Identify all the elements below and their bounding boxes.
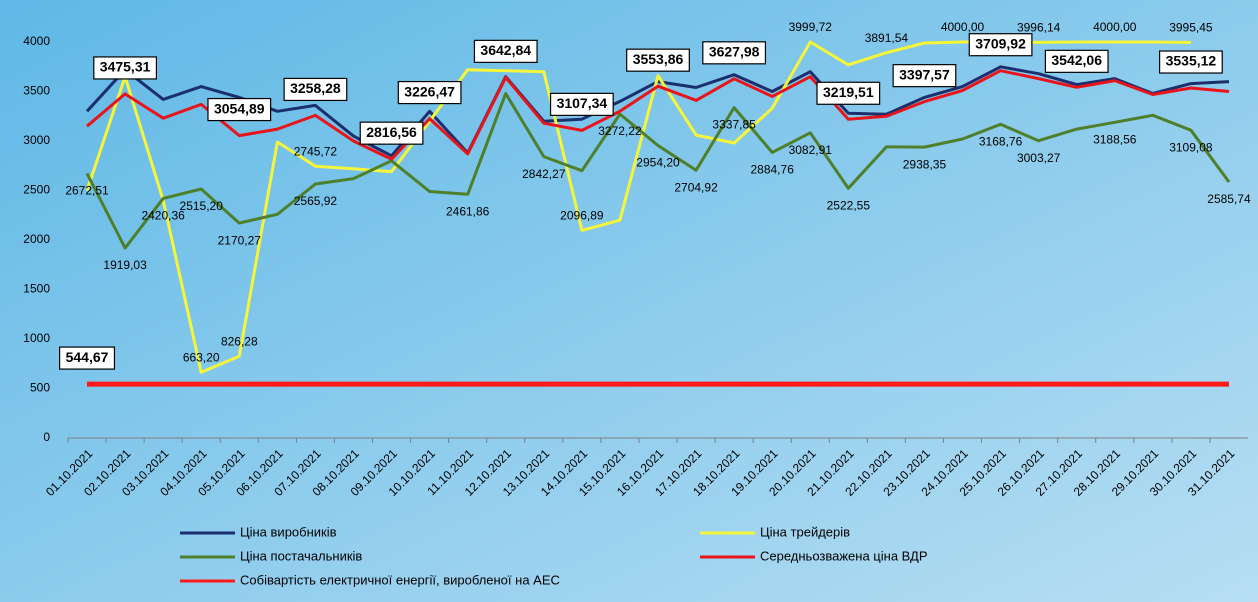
data-label: 3107,34 — [557, 95, 608, 111]
y-tick-label: 3500 — [23, 84, 50, 98]
data-label: 2954,20 — [636, 156, 680, 170]
data-label: 3003,27 — [1017, 151, 1061, 165]
y-tick-label: 3000 — [23, 133, 50, 147]
data-label: 3337,85 — [712, 118, 756, 132]
data-label: 2522,55 — [827, 198, 871, 212]
data-label: 2672,51 — [65, 184, 109, 198]
data-label: 3542,06 — [1051, 52, 1102, 68]
data-label: 2565,92 — [294, 194, 338, 208]
data-label-box — [207, 97, 272, 122]
data-label: 2585,74 — [1207, 192, 1251, 206]
data-label-box — [93, 56, 158, 80]
data-label-box — [359, 121, 424, 145]
data-label: 3226,47 — [404, 83, 455, 99]
legend-label: Ціна виробників — [240, 524, 337, 539]
data-label: 3168,76 — [979, 134, 1023, 148]
series-line — [85, 65, 1230, 158]
data-label-box — [702, 41, 767, 65]
data-label-box — [968, 33, 1033, 57]
data-label: 2170,27 — [218, 233, 262, 247]
series-line — [85, 92, 1231, 250]
data-label: 3642,84 — [480, 42, 531, 58]
series-line — [86, 69, 1230, 161]
data-label-box — [549, 92, 614, 116]
data-label: 3627,98 — [709, 44, 760, 60]
data-label: 3475,31 — [100, 59, 151, 75]
data-label-box — [397, 80, 462, 105]
data-label: 3054,89 — [214, 100, 265, 116]
y-tick-label: 1000 — [23, 331, 50, 345]
legend-label: Ціна постачальників — [240, 548, 362, 563]
data-label: 1919,03 — [103, 258, 147, 272]
data-label: 3996,14 — [1017, 21, 1061, 35]
data-label: 4000,00 — [1093, 20, 1137, 34]
data-label: 2461,86 — [446, 204, 490, 218]
data-label-box — [626, 48, 690, 72]
data-label-box — [816, 81, 881, 105]
y-tick-label: 2500 — [23, 183, 50, 197]
data-label-box — [1158, 50, 1223, 74]
data-label: 3272,22 — [598, 124, 642, 138]
data-label: 3082,91 — [789, 143, 833, 157]
legend-label: Собівартість електричної енергії, виробл… — [240, 572, 560, 587]
data-label: 2938,35 — [903, 157, 947, 171]
y-tick-label: 4000 — [23, 34, 50, 48]
data-label: 544,67 — [66, 349, 109, 365]
data-label: 3891,54 — [865, 31, 909, 45]
data-label: 2704,92 — [674, 180, 718, 194]
data-label: 2096,89 — [560, 209, 604, 223]
data-label: 3219,51 — [823, 84, 874, 100]
data-label: 2420,36 — [141, 209, 185, 223]
y-tick-label: 1500 — [23, 282, 50, 296]
data-label: 3709,92 — [975, 35, 1026, 51]
data-label: 3109,08 — [1169, 140, 1213, 154]
data-label-box — [1044, 49, 1109, 73]
data-label: 2515,20 — [180, 199, 224, 213]
data-label: 3535,12 — [1166, 53, 1217, 69]
data-label: 3258,28 — [290, 80, 341, 96]
data-label-box — [473, 39, 538, 63]
y-tick-label: 2000 — [23, 232, 50, 246]
data-label: 3397,57 — [899, 66, 950, 82]
legend-label: Ціна трейдерів — [760, 524, 850, 539]
data-label: 2816,56 — [366, 124, 417, 140]
data-label: 3553,86 — [633, 51, 684, 67]
data-label: 2842,27 — [522, 167, 566, 181]
data-label: 4000,00 — [941, 20, 985, 34]
data-label: 826,28 — [221, 334, 258, 348]
data-label: 3995,45 — [1169, 21, 1213, 35]
data-label-box — [59, 346, 116, 370]
data-label-box — [892, 64, 957, 88]
data-label: 3999,72 — [789, 20, 833, 34]
data-label-box — [283, 77, 348, 102]
y-tick-label: 0 — [43, 430, 50, 444]
data-label: 2745,72 — [294, 144, 338, 158]
data-label: 663,20 — [183, 351, 220, 365]
y-tick-label: 500 — [30, 381, 50, 395]
data-label: 3188,56 — [1093, 133, 1137, 147]
legend-label: Середньозважена ціна ВДР — [760, 548, 928, 563]
data-label: 2884,76 — [750, 163, 794, 177]
